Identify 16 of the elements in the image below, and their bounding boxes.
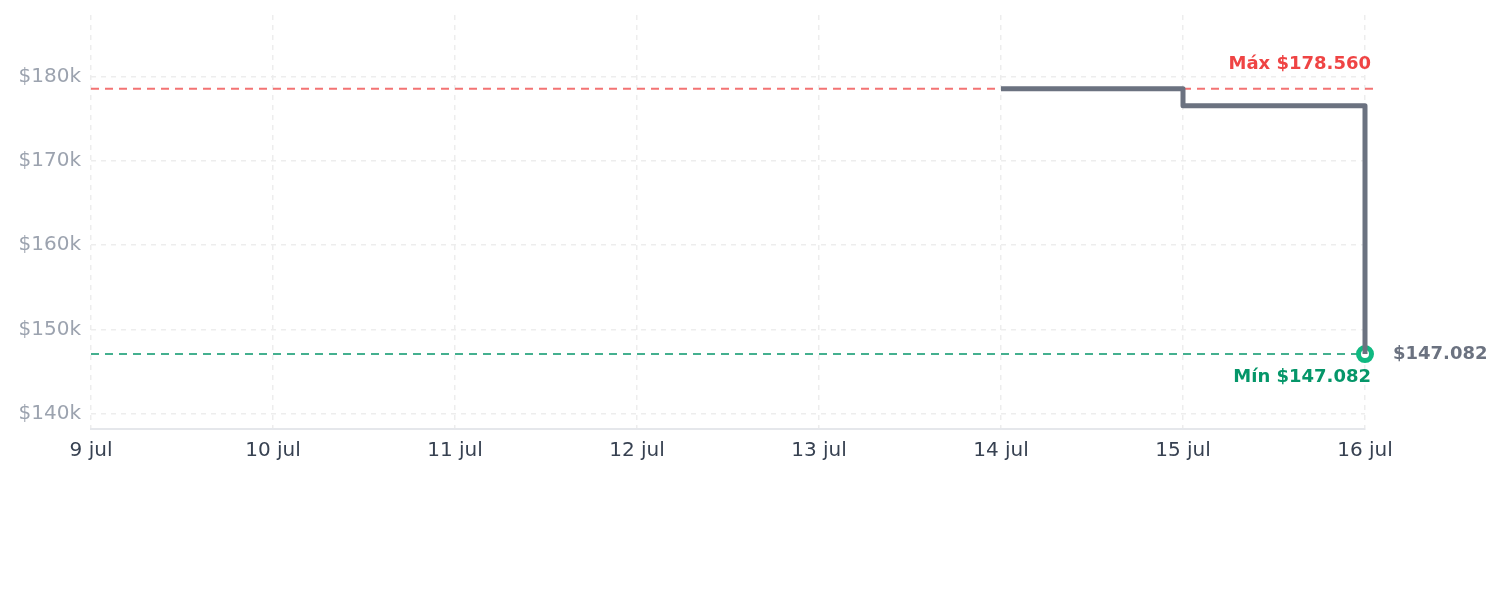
y-tick-label: $150k <box>18 315 82 340</box>
x-tick-label: 9 jul <box>69 437 113 462</box>
y-tick-label: $180k <box>18 62 82 87</box>
x-tick-label: 14 jul <box>973 437 1029 462</box>
x-tick-label: 10 jul <box>245 437 301 462</box>
x-tick-label: 12 jul <box>609 437 665 462</box>
y-tick-label: $160k <box>18 231 82 256</box>
y-tick-label: $170k <box>18 147 82 172</box>
y-tick-label: $140k <box>18 400 82 425</box>
x-tick-label: 13 jul <box>791 437 847 462</box>
ref-line-label: Mín $147.082 <box>1233 364 1371 386</box>
x-tick-label: 16 jul <box>1337 437 1393 462</box>
x-tick-label: 15 jul <box>1155 437 1211 462</box>
ref-line-label: Máx $178.560 <box>1228 52 1371 74</box>
data-label: $147.082 <box>1393 341 1488 363</box>
x-tick-label: 11 jul <box>427 437 483 462</box>
